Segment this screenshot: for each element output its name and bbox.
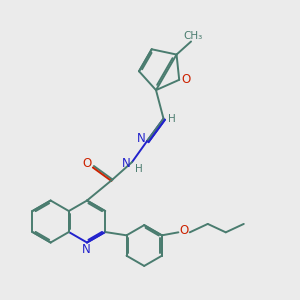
Text: H: H	[168, 114, 176, 124]
Text: N: N	[122, 158, 131, 170]
Text: N: N	[137, 132, 146, 145]
Text: CH₃: CH₃	[183, 31, 202, 41]
Text: N: N	[82, 243, 91, 256]
Text: O: O	[83, 157, 92, 169]
Text: O: O	[180, 224, 189, 237]
Text: O: O	[181, 73, 190, 86]
Text: H: H	[135, 164, 142, 174]
